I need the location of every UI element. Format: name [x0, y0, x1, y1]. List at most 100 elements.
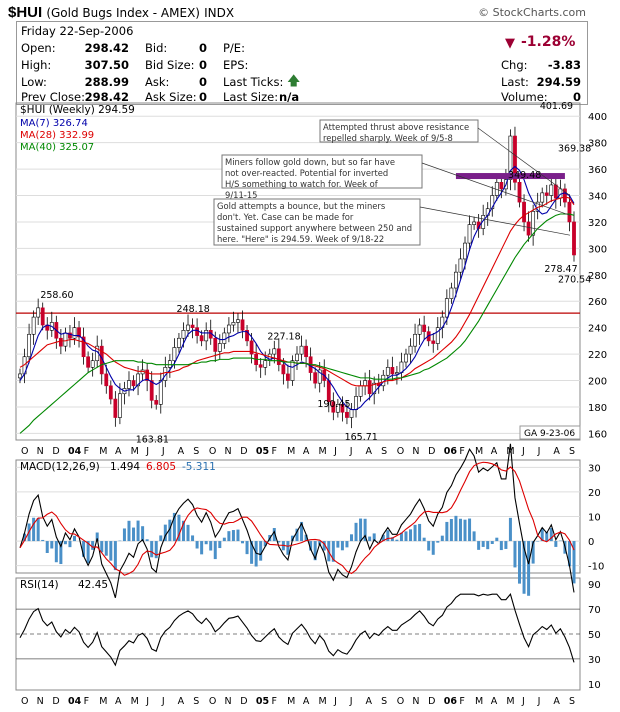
ma-legend-entry: MA(7) 326.74	[20, 118, 88, 129]
macd-histogram-bar	[427, 541, 431, 551]
rsi-x-label: S	[193, 696, 199, 707]
price-tick-label: 220	[588, 350, 607, 361]
macd-histogram-bar	[313, 541, 317, 561]
rsi-x-label: D	[52, 696, 59, 707]
macd-histogram-bar	[404, 531, 408, 542]
rsi-value: 42.45	[78, 579, 108, 591]
price-tick-label: 360	[588, 165, 607, 176]
low-label: Low:	[21, 75, 47, 89]
macd-histogram-bar	[218, 541, 222, 549]
open-label: Open:	[21, 41, 56, 55]
candle-body	[186, 324, 190, 331]
macd-histogram-bar	[250, 541, 254, 564]
candle-body	[217, 343, 222, 352]
candle-body	[167, 360, 172, 368]
macd-tick-label: -10	[588, 562, 604, 573]
rsi-line	[19, 593, 575, 667]
annotation-text: repelled sharply. Week of 9/5-8	[323, 133, 453, 143]
price-label: 248.18	[177, 304, 210, 315]
price-x-label: D	[240, 446, 247, 457]
macd-histogram-bar	[567, 541, 571, 567]
candle-body	[413, 333, 417, 347]
macd-histogram-bar	[172, 512, 176, 542]
macd-line	[19, 443, 575, 598]
price-x-label: A	[303, 446, 310, 457]
price-tick-label: 160	[588, 429, 607, 440]
candle-body	[222, 332, 227, 344]
macd-histogram-bar	[163, 524, 167, 542]
annotation-text: don't. Yet. Case can be made for	[217, 212, 354, 222]
macd-histogram-bar	[72, 535, 76, 542]
rsi-x-label: J	[145, 696, 149, 707]
candle-body	[245, 330, 249, 342]
macd-histogram-bar	[331, 541, 335, 562]
macd-histogram-bar	[141, 526, 145, 542]
macd-histogram-bar	[418, 523, 422, 542]
macd-histogram-bar	[132, 527, 136, 542]
candle-body	[444, 298, 449, 318]
rsi-x-label: J	[349, 696, 353, 707]
price-x-label: O	[209, 446, 216, 457]
price-x-label: 05	[256, 446, 269, 457]
price-x-label: M	[99, 446, 107, 457]
rsi-x-label: O	[21, 696, 28, 707]
macd-histogram-bar	[204, 541, 208, 545]
candle-body	[108, 385, 113, 400]
macd-histogram-bar	[286, 541, 290, 555]
candle-body	[335, 404, 340, 413]
candle-body	[549, 184, 554, 196]
rsi-x-label: A	[303, 696, 310, 707]
rsi-x-label: J	[333, 696, 337, 707]
macd-histogram-bar	[127, 520, 131, 542]
chg-value: -3.83	[547, 58, 581, 72]
annotation-pointer	[477, 127, 571, 196]
macd-histogram-bar	[136, 520, 140, 542]
candle-body	[149, 380, 154, 401]
price-x-label: F	[84, 446, 89, 457]
candle-body	[531, 211, 536, 236]
candle-body	[190, 324, 195, 328]
macd-histogram-bar	[486, 541, 490, 550]
macd-histogram-bar	[236, 529, 240, 542]
candle-body	[90, 360, 95, 368]
candle-body	[104, 373, 109, 387]
candle-body	[526, 221, 531, 236]
price-x-label: S	[569, 446, 575, 457]
candle-body	[299, 345, 304, 355]
rsi-x-label: N	[225, 696, 232, 707]
rsi-x-label: M	[506, 696, 514, 707]
candle-body	[458, 258, 463, 273]
candle-body	[317, 369, 322, 384]
candle-body	[127, 380, 131, 389]
macd-histogram-bar	[340, 541, 344, 551]
eps-label: EPS:	[223, 58, 249, 72]
macd-histogram-bar	[59, 541, 63, 565]
macd-histogram-bar	[345, 541, 349, 548]
macd-histogram-bar	[399, 532, 403, 542]
down-triangle-icon: ▼	[505, 36, 515, 51]
price-x-label: J	[521, 446, 525, 457]
macd-histogram-bar	[113, 541, 117, 571]
price-x-label: O	[21, 446, 28, 457]
volume-label: Volume:	[501, 90, 548, 104]
prev-close-value: 298.42	[84, 90, 129, 104]
annotation-text: Gold attempts a bounce, but the miners	[217, 201, 385, 211]
macd-histogram-bar	[36, 518, 40, 542]
price-tick-label: 340	[588, 192, 607, 203]
candle-body	[118, 393, 122, 418]
macd-histogram-bar	[272, 528, 276, 542]
candle-body	[136, 373, 140, 387]
candle-body	[263, 360, 268, 368]
price-label: 190.45	[317, 399, 350, 410]
price-x-label: F	[459, 446, 464, 457]
macd-histogram-bar	[545, 532, 549, 542]
candle-body	[68, 332, 72, 339]
price-x-label: N	[37, 446, 44, 457]
macd-histogram-bar	[368, 536, 372, 542]
candle-body	[422, 324, 427, 332]
candle-body	[340, 404, 345, 413]
rsi-x-label: S	[569, 696, 575, 707]
bid-label: Bid:	[145, 41, 168, 55]
macd-histogram-bar	[150, 541, 154, 558]
macd-histogram-bar	[23, 533, 27, 542]
